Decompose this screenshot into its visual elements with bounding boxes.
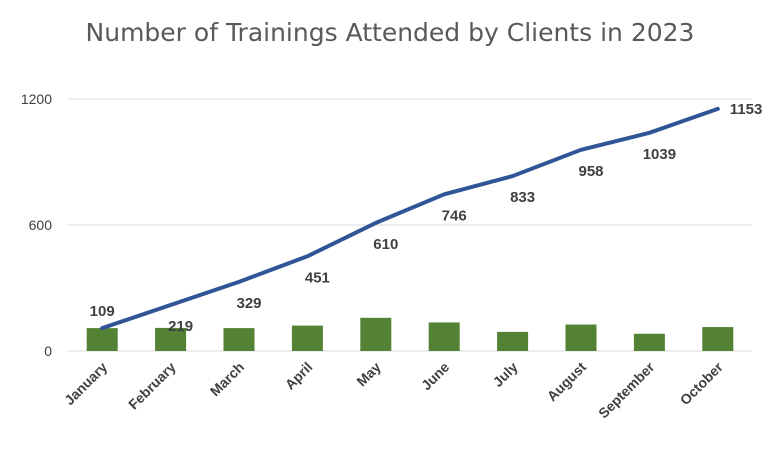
bar (86, 328, 118, 351)
bar (497, 331, 529, 351)
data-label: 219 (168, 318, 193, 335)
x-tick-label: April (282, 359, 316, 393)
y-tick-label: 0 (44, 343, 52, 359)
x-tick-label: September (595, 358, 658, 421)
bar (291, 325, 323, 351)
bar (702, 327, 734, 351)
x-tick-label: August (544, 359, 590, 405)
chart-title: Number of Trainings Attended by Clients … (85, 18, 695, 47)
data-label: 610 (373, 236, 398, 253)
line-series (100, 106, 720, 331)
y-tick-label: 1200 (21, 91, 52, 107)
data-label: 329 (236, 295, 261, 312)
data-label: 958 (578, 163, 603, 180)
bar (155, 327, 187, 351)
data-label: 109 (90, 303, 115, 320)
x-tick-label: January (61, 359, 110, 408)
x-tick-label: July (490, 359, 521, 390)
bar (565, 324, 597, 351)
x-tick-label: February (125, 359, 179, 413)
bar (428, 322, 460, 351)
data-label: 1039 (643, 146, 676, 163)
bar (223, 328, 255, 351)
bar (633, 333, 665, 351)
data-label: 1153 (730, 101, 763, 118)
x-tick-label: March (207, 359, 247, 399)
y-tick-label: 600 (29, 217, 53, 233)
x-tick-label: May (353, 359, 384, 390)
data-label: 833 (510, 189, 535, 206)
x-tick-label: June (418, 359, 453, 394)
x-tick-label: October (677, 358, 727, 408)
data-label: 746 (442, 207, 467, 224)
data-label: 451 (305, 269, 330, 286)
bar (360, 317, 392, 351)
